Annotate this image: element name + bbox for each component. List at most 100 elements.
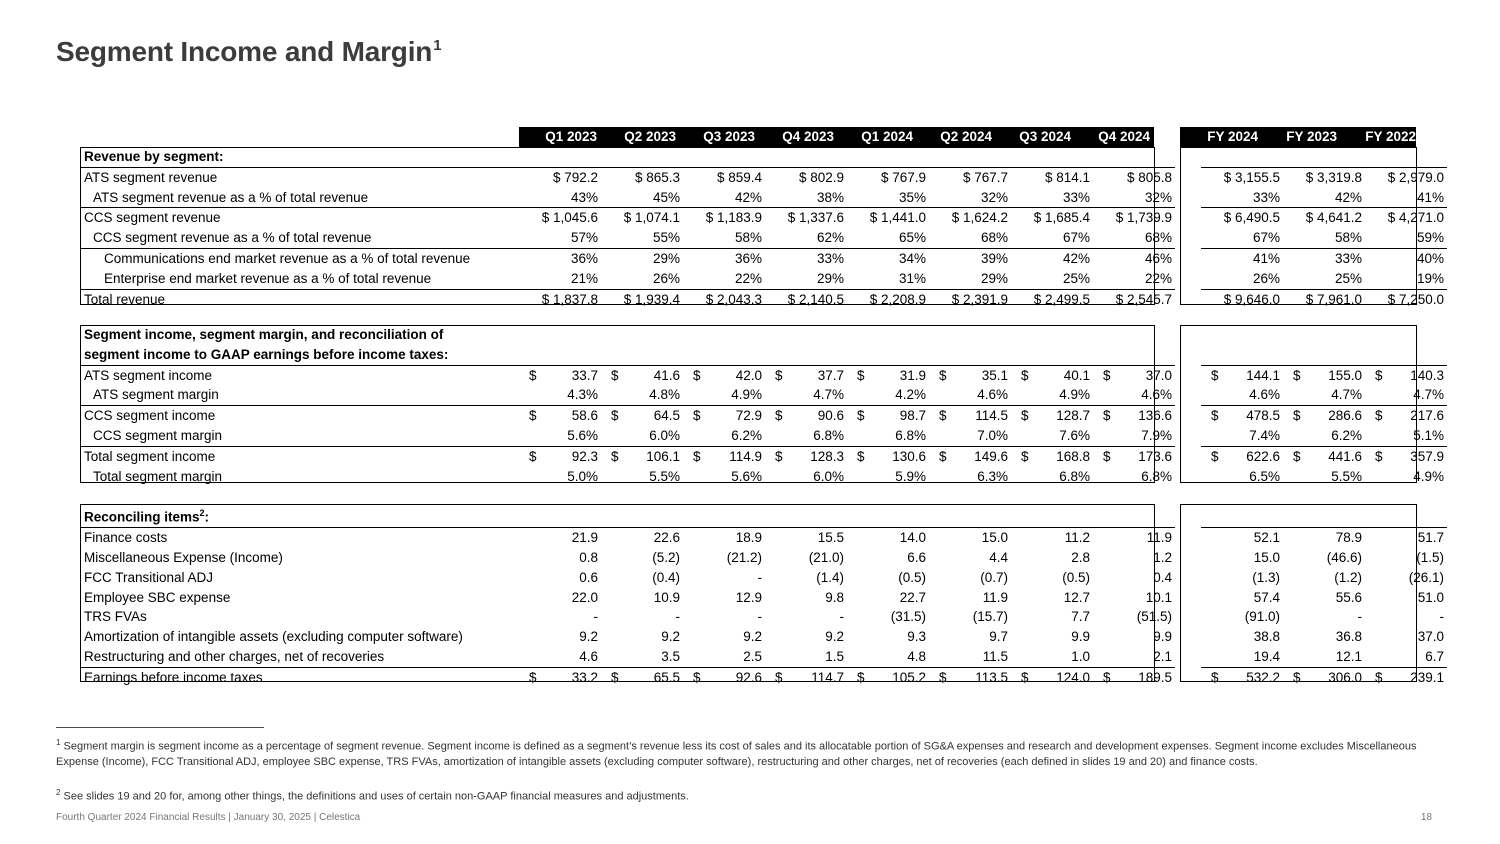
fy-header-bar: FY 2024 FY 2023 FY 2022	[1180, 127, 1416, 147]
table-cell: 33%	[1252, 189, 1280, 205]
row-label: Total revenue	[81, 288, 519, 310]
table-cell: 9.2	[825, 629, 844, 645]
table-cell: 4.8	[907, 649, 926, 665]
financial-table-section-1: Revenue by segment: ATS segment revenue $ …	[81, 147, 1447, 310]
footnote-1: 1 Segment margin is segment income as a …	[56, 738, 1417, 769]
table-cell: 52.1	[1201, 527, 1283, 549]
table-cell: 12.1	[1335, 649, 1362, 665]
row-label: CCS segment revenue as a % of total reve…	[93, 230, 372, 246]
table-cell: $ 2,140.5	[765, 288, 847, 310]
table-cell: 36%	[519, 247, 601, 269]
table-cell: 57.4	[1253, 589, 1280, 605]
table-cell: $35.1	[929, 364, 1011, 386]
table-cell: 65%	[898, 230, 926, 246]
table-cell: 58%	[734, 230, 762, 246]
table-cell: $37.0	[1093, 364, 1175, 386]
row-label: Finance costs	[81, 527, 519, 549]
table-cell: 22.7	[899, 589, 926, 605]
table-cell: $ 767.7	[929, 166, 1011, 188]
table-row: ATS segment income $33.7 $41.6 $42.0 $37.7 $3…	[81, 364, 1447, 386]
table-cell: 22%	[734, 270, 762, 286]
table-cell: $114.7	[765, 666, 847, 688]
table-cell: $41.6	[601, 364, 683, 386]
table-cell: (51.5)	[1136, 609, 1172, 625]
table-cell: 68%	[980, 230, 1008, 246]
table-cell: $478.5	[1201, 405, 1283, 426]
table-cell: $441.6	[1283, 445, 1365, 467]
table-cell: 62%	[816, 230, 844, 246]
table-cell: (15.7)	[972, 609, 1008, 625]
table-cell: 7.0%	[977, 427, 1008, 443]
table-cell: 33%	[1283, 247, 1365, 269]
table-cell: $65.5	[601, 666, 683, 688]
table-cell: 29%	[816, 270, 844, 286]
financial-table-section-2: Segment income, segment margin, and reco…	[81, 325, 1447, 486]
table-cell: 26%	[652, 270, 680, 286]
table-cell: $ 2,043.3	[683, 288, 765, 310]
table-cell: 21.9	[519, 527, 601, 549]
table-cell: $128.3	[765, 445, 847, 467]
table-cell: 67%	[1062, 230, 1090, 246]
table-cell: $144.1	[1201, 364, 1283, 386]
table-cell: 4.9%	[1413, 468, 1444, 484]
row-label: Communications end market revenue as a %…	[81, 247, 519, 269]
column-header: Q2 2023	[624, 129, 676, 144]
table-cell: 12.9	[735, 589, 762, 605]
table-cell: 9.9	[1071, 629, 1090, 645]
table-cell: (0.5)	[898, 569, 926, 585]
table-cell: 38.8	[1253, 629, 1280, 645]
table-row: ATS segment revenue as a % of total reve…	[81, 188, 1447, 208]
table-cell: 11.5	[982, 649, 1008, 665]
footnote-divider	[56, 727, 264, 728]
table-cell: $140.3	[1365, 364, 1447, 386]
table-cell: (1.2)	[1334, 569, 1362, 585]
table-cell: 1.2	[1153, 550, 1172, 566]
table-cell: 78.9	[1283, 527, 1365, 549]
table-row: CCS segment revenue $ 1,045.6 $ 1,074.1 $ 1…	[81, 207, 1447, 229]
table-cell: $124.0	[1011, 666, 1093, 688]
table-cell: 11.9	[1093, 527, 1175, 549]
table-cell: 7.6%	[1059, 427, 1090, 443]
row-label: CCS segment margin	[93, 427, 223, 443]
table-cell: 38%	[816, 189, 844, 205]
table-cell: 9.3	[907, 629, 926, 645]
table-cell: 2.1	[1153, 649, 1172, 665]
table-cell: 6.8%	[1141, 468, 1172, 484]
table-row: Finance costs 21.9 22.6 18.9 15.5 14.0 15.0 11.…	[81, 527, 1447, 549]
table-cell: (46.6)	[1326, 550, 1362, 566]
table-cell: $ 1,045.6	[519, 207, 601, 229]
table-cell: $90.6	[765, 405, 847, 426]
table-cell: 18.9	[683, 527, 765, 549]
table-cell: 9.2	[743, 629, 762, 645]
table-cell: $ 9,646.0	[1201, 288, 1283, 310]
row-label: ATS segment margin	[93, 387, 219, 403]
table-cell: $136.6	[1093, 405, 1175, 426]
table-cell: $40.1	[1011, 364, 1093, 386]
column-header: Q3 2023	[703, 129, 755, 144]
table-row: Earnings before income taxes $33.2 $65.5 $9…	[81, 666, 1447, 688]
row-label: Segment income, segment margin, and reco…	[84, 327, 444, 342]
table-cell: $357.9	[1365, 445, 1447, 467]
table-cell: $31.9	[847, 364, 929, 386]
table-cell: 9.7	[989, 629, 1008, 645]
row-label: Total segment income	[81, 445, 519, 467]
table-cell: 2.8	[1071, 550, 1090, 566]
table-cell: 55%	[652, 230, 680, 246]
quarter-header-bar: Q1 2023 Q2 2023 Q3 2023 Q4 2023 Q1 2024 Q2 20…	[519, 127, 1154, 147]
table-cell: 22%	[1144, 270, 1172, 286]
table-cell: 7.4%	[1249, 427, 1280, 443]
table-cell: 31%	[898, 270, 926, 286]
page-title: Segment Income and Margin1	[56, 36, 442, 67]
table-row: Amortization of intangible assets (exclu…	[81, 627, 1447, 647]
table-cell: $ 1,739.9	[1093, 207, 1175, 229]
table-cell: (5.2)	[652, 550, 680, 566]
table-cell: 25%	[1334, 270, 1362, 286]
table-cell: 4.8%	[649, 387, 680, 403]
table-cell: 40%	[1365, 247, 1447, 269]
table-cell: $ 1,183.9	[683, 207, 765, 229]
table-cell: 4.6%	[1249, 387, 1280, 403]
table-row: TRS FVAs - - - - (31.5) (15.7) 7.7 (51.5) (91.0) -…	[81, 607, 1447, 627]
table-cell: -	[1357, 609, 1363, 625]
table-cell: $ 1,441.0	[847, 207, 929, 229]
column-header: Q1 2024	[861, 129, 913, 144]
